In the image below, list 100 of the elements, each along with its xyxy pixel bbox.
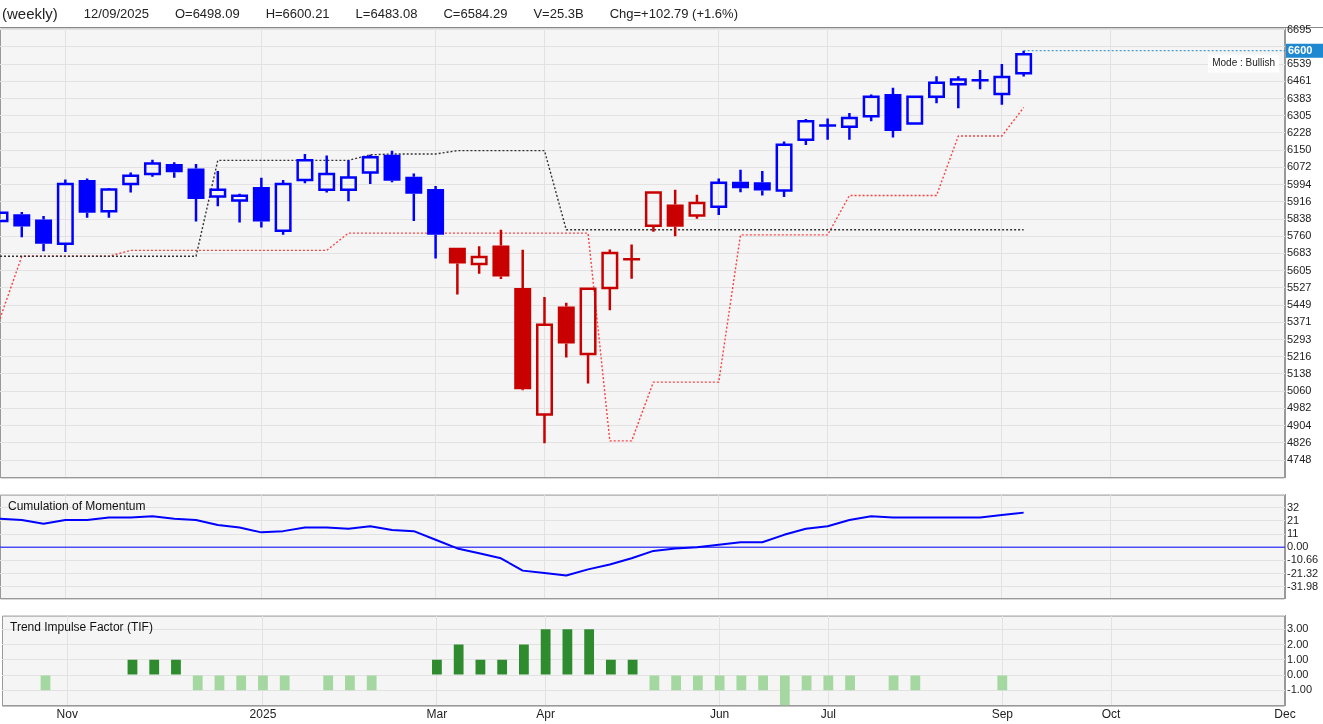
candlestick: [732, 168, 749, 194]
bar: [127, 659, 138, 675]
candlestick: [35, 214, 53, 253]
bar: [258, 675, 268, 691]
y-tick-label: 0.00: [1287, 668, 1309, 681]
candlestick: [993, 62, 1011, 107]
bar: [366, 675, 377, 691]
y-tick-label: -1.00: [1287, 683, 1313, 696]
y-tick-label: 5371: [1287, 315, 1312, 328]
y-tick-label: 6539: [1287, 57, 1312, 70]
bar: [823, 675, 834, 691]
x-tick-label: Jul: [820, 707, 837, 722]
y-tick-label: 4826: [1287, 435, 1312, 448]
y-tick-label: 5683: [1287, 246, 1312, 259]
candlestick: [448, 247, 466, 296]
chart-title: Trend Impulse Factor (TIF): [10, 619, 153, 634]
bar: [562, 629, 573, 675]
y-tick-label: 0.00: [1287, 540, 1309, 553]
bar: [519, 644, 529, 675]
candlestick: [949, 74, 967, 110]
candlestick: [753, 169, 771, 197]
bar: [432, 659, 442, 675]
x-tick-label: 2025: [249, 707, 277, 722]
bar: [692, 675, 703, 691]
candlestick: [209, 169, 227, 208]
y-tick-label: 4982: [1287, 401, 1312, 414]
bar: [714, 675, 725, 691]
y-tick-label: 6150: [1287, 143, 1312, 156]
bar: [845, 675, 855, 691]
y-tick-label: 5216: [1287, 349, 1312, 362]
bar: [779, 675, 790, 706]
candlestick: [840, 111, 858, 142]
bar: [671, 675, 682, 691]
candlestick: [579, 287, 597, 385]
y-tick-label: 5994: [1287, 177, 1312, 190]
y-tick-label: 6461: [1287, 74, 1312, 87]
y-tick-label: 32: [1287, 500, 1300, 513]
y-tick-label: 5060: [1287, 384, 1312, 397]
y-tick-label: 5527: [1287, 280, 1312, 293]
bar: [475, 659, 486, 675]
x-tick-label: Sep: [991, 707, 1014, 722]
x-tick-label: Jun: [709, 707, 730, 722]
x-tick-label: Apr: [536, 707, 555, 722]
candlestick: [710, 177, 728, 217]
candlestick: [56, 178, 74, 254]
bar: [649, 675, 660, 691]
bar: [910, 675, 921, 691]
text: H=6600.21: [265, 6, 330, 21]
candlestick: [470, 244, 488, 276]
y-tick-label: 4748: [1287, 453, 1312, 466]
bar: [758, 675, 768, 691]
candlestick: [122, 171, 140, 194]
candlestick: [361, 153, 379, 186]
candlestick: [557, 301, 575, 359]
candlestick: [601, 248, 619, 312]
y-tick-label: -10.66: [1287, 553, 1319, 566]
bar: [323, 675, 334, 691]
annotation: Mode : Bullish: [1212, 57, 1275, 69]
bar: [279, 675, 290, 691]
chart-title: (weekly): [1, 5, 58, 22]
x-tick-label: Dec: [1274, 707, 1296, 722]
y-tick-label: 21: [1287, 513, 1300, 526]
x-tick-label: Mar: [426, 707, 448, 722]
text: Chg=+102.79 (+1.6%): [609, 6, 738, 21]
candlestick: [231, 192, 249, 224]
bar: [497, 659, 508, 675]
bar: [345, 675, 355, 691]
line-series: [0, 106, 1025, 442]
candlestick: [427, 184, 445, 260]
candlestick: [666, 188, 684, 238]
y-tick-label: 6305: [1287, 108, 1312, 121]
text: O=6498.09: [174, 6, 240, 21]
x-tick-label: Oct: [1101, 707, 1122, 722]
candlestick: [644, 191, 662, 234]
text: L=6483.08: [355, 6, 418, 21]
y-tick-label: 5138: [1287, 366, 1312, 379]
candlestick: [187, 162, 205, 223]
y-tick-label: 5838: [1287, 212, 1312, 225]
bar: [149, 659, 160, 675]
y-tick-label: -21.32: [1287, 566, 1319, 579]
bar: [584, 629, 595, 675]
bar: [605, 659, 616, 675]
bar: [997, 675, 1008, 691]
y-tick-label: -31.98: [1287, 579, 1319, 592]
y-tick-label: 5605: [1287, 263, 1312, 276]
bar: [171, 659, 181, 675]
bar: [627, 659, 638, 675]
y-tick-label: 1.00: [1287, 652, 1309, 665]
text: 12/09/2025: [83, 6, 149, 21]
y-tick-label: 5293: [1287, 332, 1312, 345]
y-tick-label: 3.00: [1287, 622, 1309, 635]
candlestick: [970, 68, 990, 91]
candlestick: [339, 159, 357, 203]
candlestick: [492, 228, 510, 281]
bar: [736, 675, 747, 691]
text: V=25.3B: [533, 6, 584, 21]
x-tick-label: Nov: [56, 707, 78, 722]
ref-line-label: 6600: [1288, 43, 1313, 56]
y-tick-label: 6228: [1287, 125, 1312, 138]
bar: [236, 675, 247, 691]
